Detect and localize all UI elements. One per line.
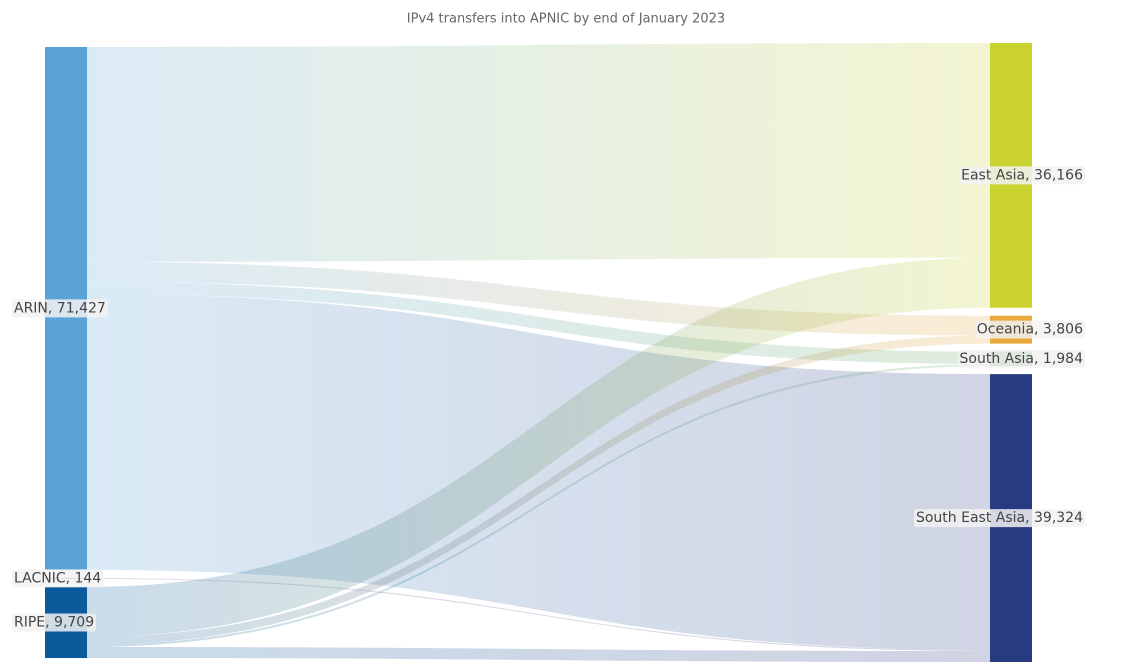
- link: [87, 335, 990, 645]
- node-label-group: RIPE, 9,709: [12, 613, 97, 632]
- label-background: [12, 569, 104, 588]
- node-label: RIPE, 9,709: [14, 614, 94, 630]
- node-label-group: South Asia, 1,984: [957, 349, 1086, 368]
- node-label-group: LACNIC, 144: [12, 569, 104, 588]
- link: [87, 577, 990, 652]
- node-label: ARIN, 71,427: [14, 300, 106, 316]
- node-label: Oceania, 3,806: [977, 322, 1083, 338]
- node-label: LACNIC, 144: [14, 570, 101, 586]
- node-label-group: ARIN, 71,427: [12, 299, 108, 318]
- link: [87, 363, 990, 648]
- label-background: [974, 320, 1086, 339]
- chart-title: IPv4 transfers into APNIC by end of Janu…: [407, 12, 725, 27]
- label-background: [959, 166, 1086, 185]
- node-label: South Asia, 1,984: [960, 351, 1084, 367]
- label-background: [913, 509, 1086, 528]
- node-label-group: South East Asia, 39,324: [913, 509, 1086, 528]
- link: [87, 647, 990, 662]
- links: [87, 43, 990, 662]
- link: [87, 43, 990, 262]
- label-background: [12, 613, 97, 632]
- label-background: [12, 299, 108, 318]
- node-label-group: Oceania, 3,806: [974, 320, 1086, 339]
- link: [87, 257, 990, 637]
- link: [87, 281, 990, 364]
- node-label: East Asia, 36,166: [961, 167, 1083, 183]
- node-label-group: East Asia, 36,166: [959, 166, 1086, 185]
- label-background: [957, 349, 1086, 368]
- node-label: South East Asia, 39,324: [916, 510, 1083, 526]
